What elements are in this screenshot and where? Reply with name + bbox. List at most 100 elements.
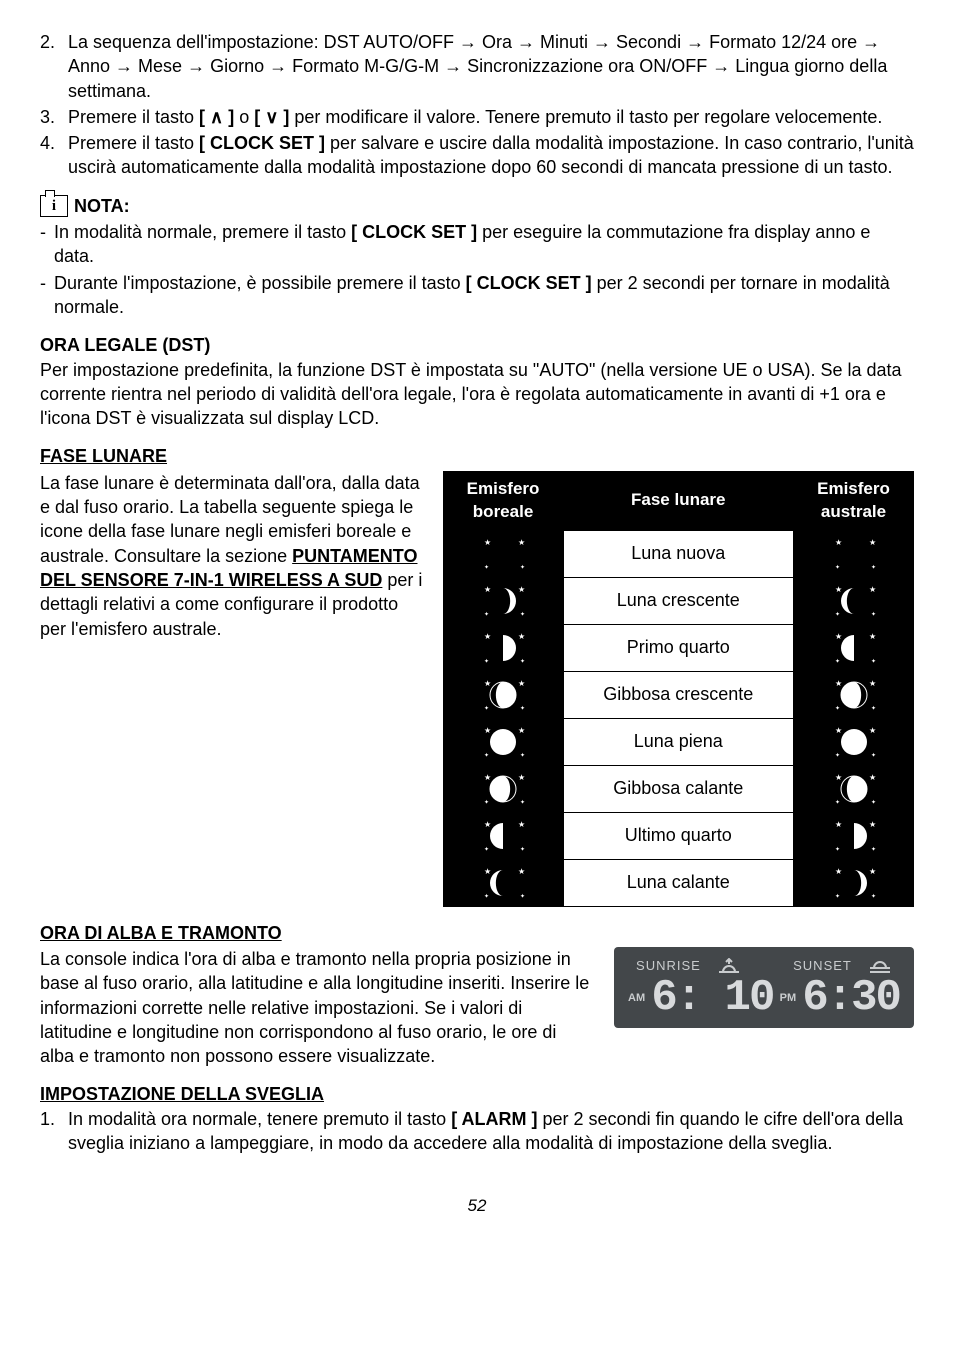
moon-icon-north: ★★✦✦ bbox=[443, 577, 563, 624]
moon-phase-label: Luna crescente bbox=[563, 577, 793, 624]
svg-text:✦: ✦ bbox=[484, 564, 489, 571]
svg-text:✦: ✦ bbox=[835, 799, 840, 806]
svg-text:✦: ✦ bbox=[520, 705, 525, 712]
pm-label: PM bbox=[780, 991, 797, 1006]
moon-phase-label: Gibbosa crescente bbox=[563, 671, 793, 718]
moon-phase-label: Primo quarto bbox=[563, 624, 793, 671]
svg-text:✦: ✦ bbox=[484, 611, 489, 618]
moon-icon-north: ★★✦✦ bbox=[443, 859, 563, 906]
moon-icon-south: ★★✦✦ bbox=[794, 812, 914, 859]
moon-icon-south: ★★✦✦ bbox=[794, 859, 914, 906]
section-title-alarm: IMPOSTAZIONE DELLA SVEGLIA bbox=[40, 1082, 914, 1106]
dst-body: Per impostazione predefinita, la funzion… bbox=[40, 358, 914, 431]
list-number: 1. bbox=[40, 1107, 55, 1131]
list-number: 2. bbox=[40, 30, 55, 54]
key-clock-set: [ CLOCK SET ] bbox=[351, 222, 477, 242]
table-row: ★★✦✦ Gibbosa crescente ★★✦✦ bbox=[443, 671, 913, 718]
instruction-item-2: 2. La sequenza dell'impostazione: DST AU… bbox=[40, 30, 914, 103]
am-label: AM bbox=[628, 991, 645, 1006]
svg-text:★: ★ bbox=[835, 867, 842, 876]
svg-text:★: ★ bbox=[835, 726, 842, 735]
key-up: [ ∧ ] bbox=[199, 105, 234, 129]
col-header-south: Emisfero australe bbox=[794, 471, 914, 530]
svg-text:★: ★ bbox=[869, 867, 876, 876]
info-icon: i bbox=[40, 195, 68, 217]
svg-text:★: ★ bbox=[869, 773, 876, 782]
page-number: 52 bbox=[40, 1195, 914, 1218]
svg-text:✦: ✦ bbox=[835, 564, 840, 571]
moon-phase-label: Luna piena bbox=[563, 718, 793, 765]
key-alarm: [ ALARM ] bbox=[451, 1109, 537, 1129]
svg-text:★: ★ bbox=[869, 679, 876, 688]
svg-text:✦: ✦ bbox=[871, 799, 876, 806]
svg-text:★: ★ bbox=[869, 538, 876, 547]
svg-text:✦: ✦ bbox=[835, 846, 840, 853]
moon-icon-south: ★★✦✦ bbox=[794, 624, 914, 671]
moon-icon-south: ★★✦✦ bbox=[794, 718, 914, 765]
moon-icon-north: ★★✦✦ bbox=[443, 671, 563, 718]
instruction-text: La sequenza dell'impostazione: DST AUTO/… bbox=[68, 32, 887, 101]
moon-phase-label: Luna nuova bbox=[563, 530, 793, 577]
moon-icon-south: ★ ★ ✦ ✦ bbox=[794, 530, 914, 577]
moon-phase-table: Emisfero boreale Fase lunare Emisfero au… bbox=[443, 471, 914, 907]
key-clock-set: [ CLOCK SET ] bbox=[199, 133, 325, 153]
table-row: ★ ★ ✦ ✦ Luna nuova ★ ★ ✦ ✦ bbox=[443, 530, 913, 577]
table-row: ★★✦✦ Luna piena ★★✦✦ bbox=[443, 718, 913, 765]
table-row: ★★✦✦ Primo quarto ★★✦✦ bbox=[443, 624, 913, 671]
section-title-sunrise: ORA DI ALBA E TRAMONTO bbox=[40, 921, 914, 945]
moon-icon-south: ★★✦✦ bbox=[794, 577, 914, 624]
moon-phase-label: Ultimo quarto bbox=[563, 812, 793, 859]
table-row: ★★✦✦ Luna crescente ★★✦✦ bbox=[443, 577, 913, 624]
sunset-time: 6:30 bbox=[802, 976, 900, 1020]
svg-text:★: ★ bbox=[518, 726, 525, 735]
svg-text:★: ★ bbox=[484, 820, 491, 829]
svg-text:✦: ✦ bbox=[520, 893, 525, 900]
svg-text:★: ★ bbox=[518, 820, 525, 829]
moon-icon-north: ★★✦✦ bbox=[443, 765, 563, 812]
svg-text:✦: ✦ bbox=[484, 893, 489, 900]
svg-text:✦: ✦ bbox=[871, 752, 876, 759]
table-row: ★★✦✦ Luna calante ★★✦✦ bbox=[443, 859, 913, 906]
table-row: ★★✦✦ Ultimo quarto ★★✦✦ bbox=[443, 812, 913, 859]
moon-icon-north: ★★✦✦ bbox=[443, 812, 563, 859]
note-list: In modalità normale, premere il tasto [ … bbox=[40, 220, 914, 319]
list-number: 4. bbox=[40, 131, 55, 155]
alarm-list: 1. In modalità ora normale, tenere premu… bbox=[40, 1107, 914, 1156]
moon-icon-north: ★★✦✦ bbox=[443, 624, 563, 671]
svg-text:✦: ✦ bbox=[484, 752, 489, 759]
svg-text:★: ★ bbox=[835, 632, 842, 641]
svg-text:✦: ✦ bbox=[520, 611, 525, 618]
svg-text:★: ★ bbox=[484, 867, 491, 876]
moon-phase-label: Gibbosa calante bbox=[563, 765, 793, 812]
note-item: In modalità normale, premere il tasto [ … bbox=[40, 220, 914, 269]
svg-text:✦: ✦ bbox=[871, 893, 876, 900]
svg-text:★: ★ bbox=[484, 773, 491, 782]
svg-text:★: ★ bbox=[484, 585, 491, 594]
svg-text:★: ★ bbox=[835, 538, 842, 547]
svg-text:✦: ✦ bbox=[835, 658, 840, 665]
sunrise-icon bbox=[717, 958, 741, 974]
svg-text:✦: ✦ bbox=[520, 799, 525, 806]
svg-text:★: ★ bbox=[484, 538, 491, 547]
svg-text:★: ★ bbox=[835, 679, 842, 688]
note-header: i NOTA: bbox=[40, 194, 914, 218]
svg-text:★: ★ bbox=[869, 726, 876, 735]
svg-text:★: ★ bbox=[869, 820, 876, 829]
svg-text:✦: ✦ bbox=[871, 846, 876, 853]
key-clock-set: [ CLOCK SET ] bbox=[466, 273, 592, 293]
alarm-item-1: 1. In modalità ora normale, tenere premu… bbox=[40, 1107, 914, 1156]
moon-icon-north: ★★✦✦ bbox=[443, 718, 563, 765]
key-down: [ ∨ ] bbox=[254, 105, 289, 129]
sunset-label: SUNSET bbox=[793, 957, 852, 975]
col-header-north: Emisfero boreale bbox=[443, 471, 563, 530]
sunrise-body: La console indica l'ora di alba e tramon… bbox=[40, 947, 594, 1068]
svg-text:✦: ✦ bbox=[484, 846, 489, 853]
moon-icon-north: ★★✦✦ bbox=[443, 530, 563, 577]
svg-text:✦: ✦ bbox=[871, 564, 876, 571]
note-label: NOTA: bbox=[74, 194, 130, 218]
lcd-display: SUNRISE SUNSET AM 6: 10 PM 6:30 bbox=[614, 947, 914, 1029]
svg-text:✦: ✦ bbox=[871, 705, 876, 712]
instruction-list: 2. La sequenza dell'impostazione: DST AU… bbox=[40, 30, 914, 180]
svg-text:✦: ✦ bbox=[484, 799, 489, 806]
svg-text:✦: ✦ bbox=[520, 564, 525, 571]
